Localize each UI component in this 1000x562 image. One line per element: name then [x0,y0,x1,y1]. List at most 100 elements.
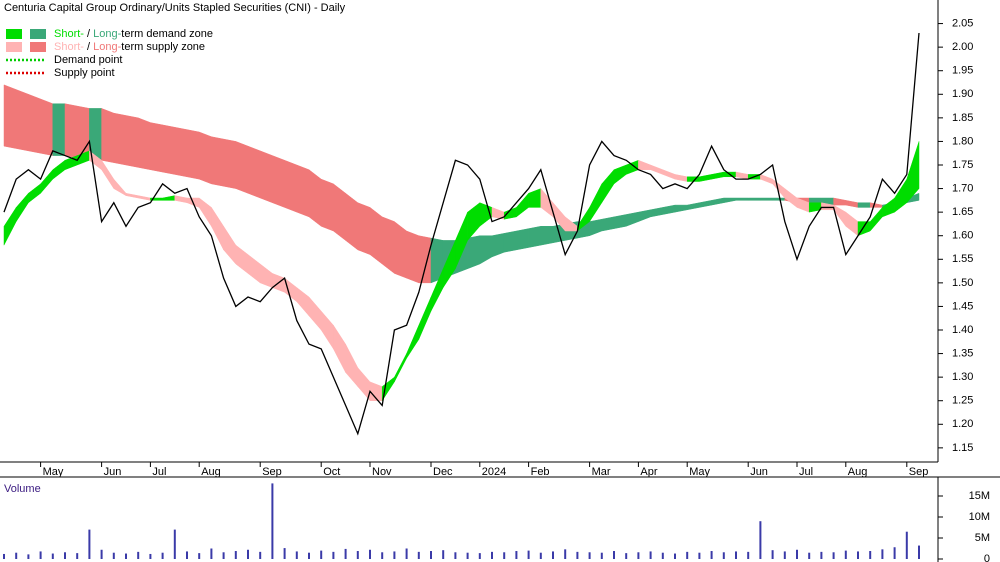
legend-part: Long- [93,41,121,53]
volume-bar [76,553,79,559]
long-zone [3,84,17,149]
long-zone [284,159,298,213]
long-zone [540,226,554,246]
volume-bar [210,548,213,559]
volume-bar [600,552,603,559]
volume-bar [686,551,689,559]
long-zone [601,216,615,232]
x-tick-label: Jun [750,466,768,478]
x-tick-label: Sep [909,466,929,478]
y-tick-label: 1.50 [952,277,973,289]
x-tick-label: Mar [592,466,611,478]
chart-title: Centuria Capital Group Ordinary/Units St… [4,2,346,14]
volume-bar [478,553,481,559]
volume-bar [649,551,652,559]
long-zone [394,221,407,279]
volume-bar [491,551,493,559]
long-zone [857,202,871,208]
long-zone [186,129,200,180]
x-tick-label: Feb [531,466,550,478]
legend-label: Demand point [54,54,123,66]
y-tick-label: 1.60 [952,230,973,242]
volume-bar [564,549,567,559]
volume-bar [88,529,91,559]
volume-bar [308,552,310,559]
x-tick-label: May [689,466,710,478]
y-tick-label: 0 [984,553,990,562]
long-zone [235,141,249,194]
legend-part: Long- [93,28,121,40]
long-zone [174,126,188,178]
volume-bar [552,551,554,559]
legend-part: Short- [54,28,84,40]
volume-bar [234,551,237,559]
volume-bar [466,552,469,559]
y-tick-label: 15M [969,490,990,502]
volume-bar [588,552,591,559]
long-zone [259,150,273,204]
legend-swatch [30,29,46,39]
y-tick-label: 1.35 [952,347,973,359]
legend-part: term supply zone [121,41,205,53]
volume-bar [222,552,225,559]
long-zone [28,93,41,154]
long-zone [516,228,529,251]
long-zone [101,108,115,163]
volume-bar [259,551,262,559]
y-tick-label: 1.75 [952,159,973,171]
long-zone [760,197,773,201]
volume-bar [637,552,640,559]
volume-bar [393,551,396,559]
legend-label: Short- / Long-term supply zone [54,41,205,53]
long-zone [137,117,151,171]
volume-bar [857,551,859,559]
volume-bar [344,548,347,559]
long-zone [15,89,29,152]
volume-bar [515,551,518,559]
long-zone [381,216,395,274]
long-zone [223,138,237,189]
long-zone [503,230,517,253]
y-tick-label: 10M [969,511,990,523]
long-zone [357,202,371,255]
y-tick-label: 2.00 [952,41,973,53]
long-zone [198,131,212,185]
x-tick-label: Sep [262,466,282,478]
x-tick-label: Dec [433,466,453,478]
x-tick-label: Jul [799,466,813,478]
volume-bar [698,552,701,559]
volume-bar [674,553,676,559]
volume-bar [759,521,762,559]
legend-part: / [84,41,93,53]
volume-bar [100,549,103,559]
volume-bar [783,551,786,559]
volume-bar [905,531,908,559]
long-zone [747,197,761,201]
volume-bar [198,553,201,559]
long-zone [369,206,383,265]
y-tick-label: 1.65 [952,206,973,218]
volume-bar [844,550,847,559]
volume-bar [796,549,798,559]
long-zone [40,98,54,156]
volume-bar [149,553,152,559]
volume-title: Volume [4,483,41,495]
long-zone [406,230,420,284]
volume-bar [832,552,835,559]
x-tick-label: Aug [848,466,868,478]
y-tick-label: 2.05 [952,17,973,29]
volume-bar [613,551,615,559]
volume-bar [918,545,920,559]
long-zone [345,192,359,251]
volume-bar [39,551,42,559]
volume-bar [51,553,54,559]
y-tick-label: 1.30 [952,371,973,383]
volume-bar [381,552,384,559]
volume-bar [173,529,176,559]
volume-bar [15,552,18,559]
long-zone [320,178,334,232]
x-tick-label: Oct [323,466,340,478]
volume-bar [710,551,713,559]
